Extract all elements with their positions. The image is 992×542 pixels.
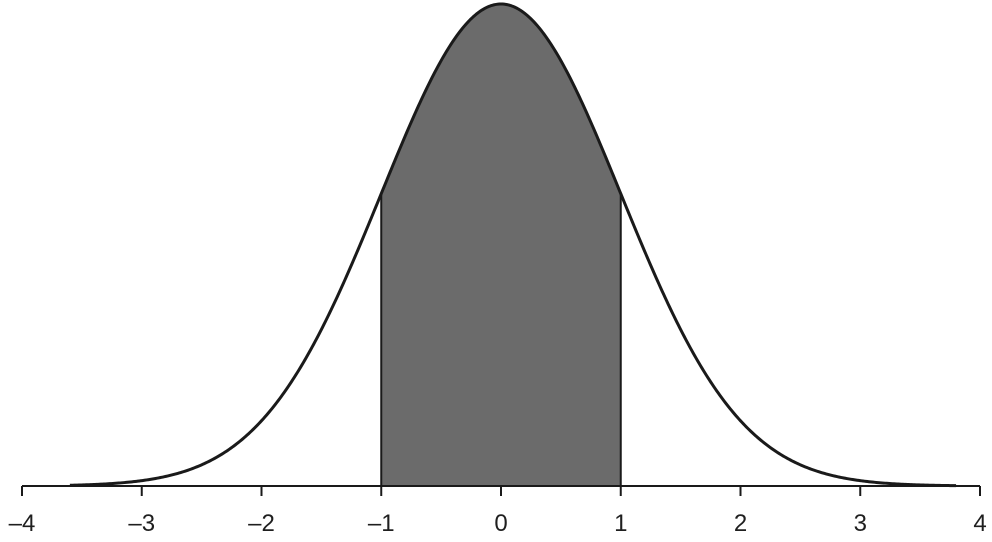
x-tick-label: –1 xyxy=(368,510,395,537)
x-tick-label: –3 xyxy=(128,510,155,537)
density-curve xyxy=(69,2,957,488)
x-tick-label: 4 xyxy=(973,510,986,537)
x-tick-label: 3 xyxy=(854,510,867,537)
x-tick-label: 1 xyxy=(614,510,627,537)
x-tick-label: –2 xyxy=(248,510,275,537)
x-tick-label: 2 xyxy=(734,510,747,537)
x-tick-label: –4 xyxy=(9,510,36,537)
shaded-region xyxy=(380,2,622,487)
x-tick-label: 0 xyxy=(494,510,507,537)
